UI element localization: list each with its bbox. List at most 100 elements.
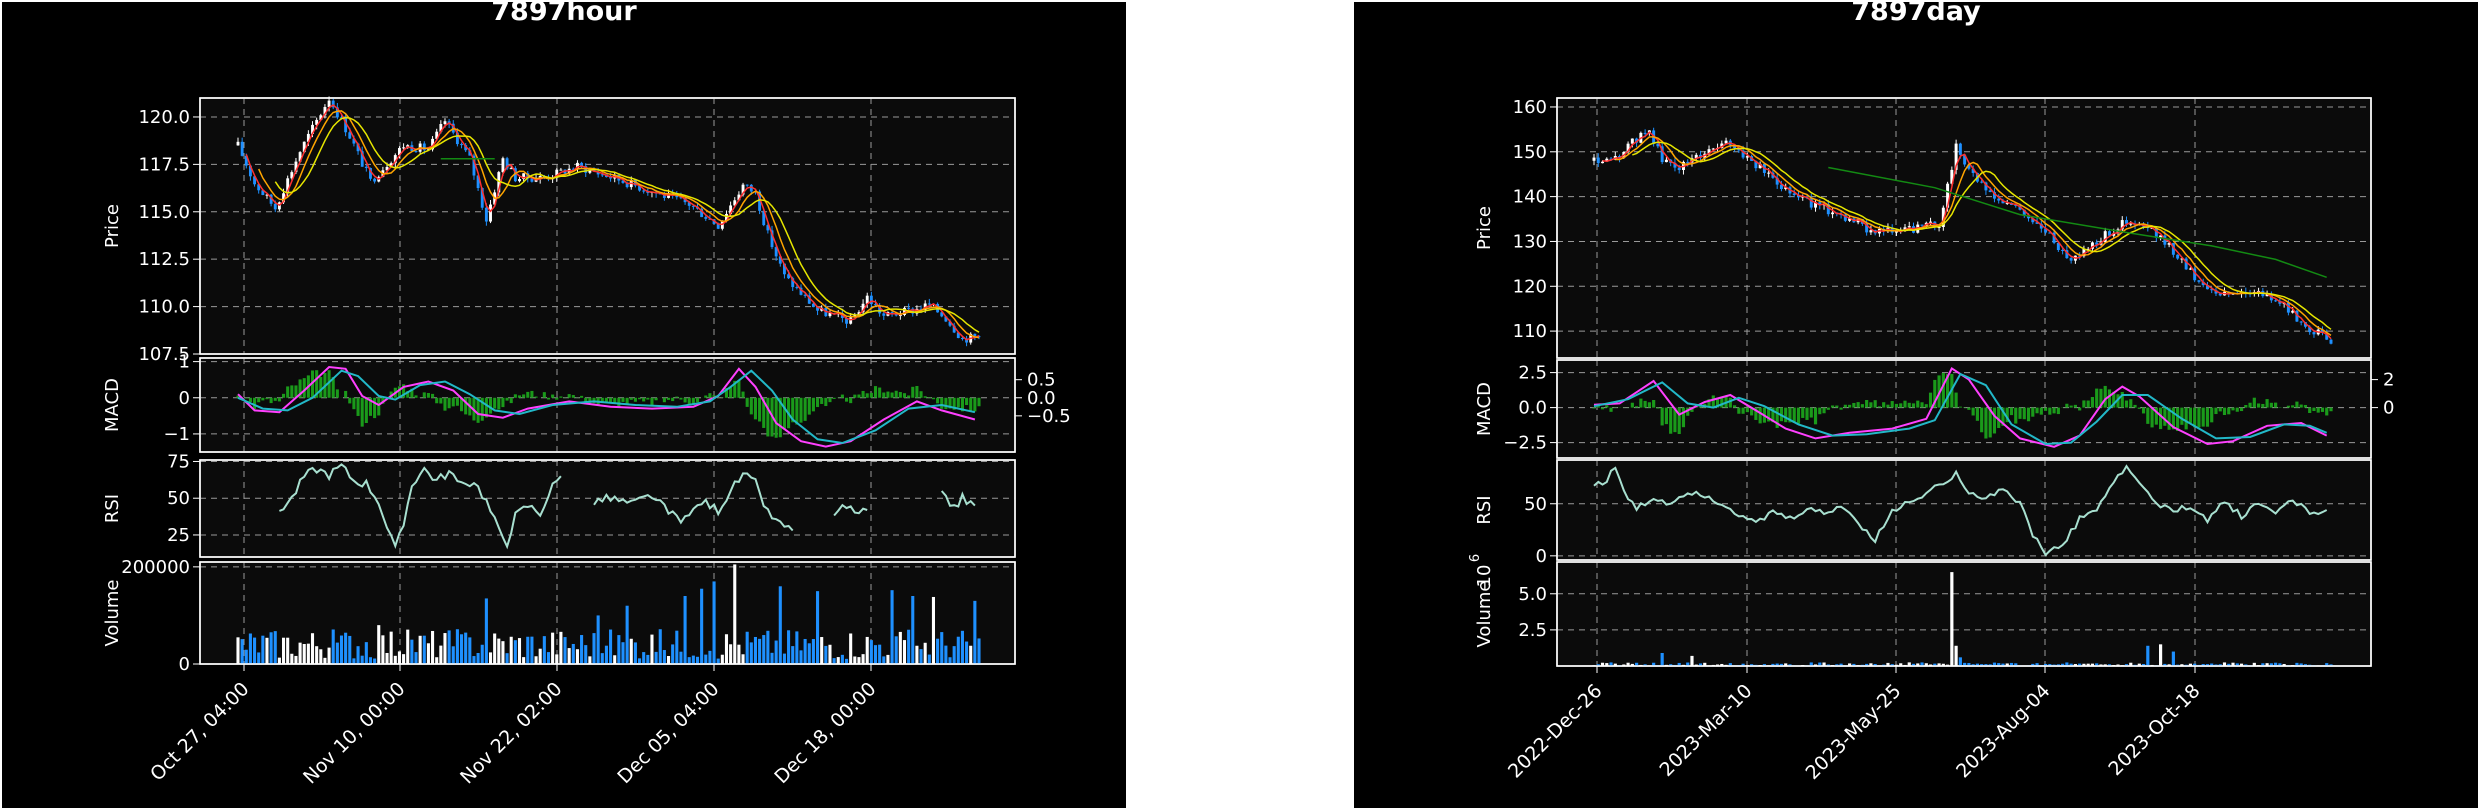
- candle-body: [2095, 242, 2099, 245]
- volume-bar: [2005, 663, 2009, 666]
- macd-histogram-bar: [1728, 397, 1732, 408]
- macd-histogram-bar: [902, 393, 907, 398]
- candle-body: [331, 100, 335, 108]
- macd-histogram-bar: [1958, 406, 1962, 408]
- hourly-chart: Oct 27, 04:00 Nov 10, 00:00 Nov 22, 02:00 D…: [102, 96, 1071, 788]
- volume-bar: [2231, 662, 2235, 666]
- volume-bar: [2171, 651, 2175, 666]
- volume-bar: [2278, 663, 2282, 666]
- volume-bar: [787, 630, 791, 664]
- candle-body: [1741, 150, 1745, 158]
- macd-histogram-bar: [1809, 407, 1813, 418]
- macd-histogram-bar: [704, 395, 708, 398]
- panel-frame: [199, 357, 1016, 453]
- candle-body: [2031, 218, 2035, 223]
- macd-histogram-bar: [853, 394, 857, 398]
- y-axis-label: Price: [1474, 206, 1495, 250]
- macd-histogram-bar: [2252, 397, 2256, 408]
- macd-histogram-bar: [2043, 407, 2048, 411]
- candle-body: [857, 312, 861, 316]
- volume-bar: [625, 605, 629, 664]
- volume-bar: [1937, 663, 1941, 666]
- ma-mid-line: [1615, 136, 2332, 337]
- candle-body: [501, 158, 505, 173]
- candle-body: [1630, 138, 1634, 144]
- volume-bar: [290, 653, 294, 664]
- volume-bar: [609, 629, 613, 664]
- volume-bar: [315, 646, 319, 664]
- candle-body: [596, 171, 600, 175]
- macd-histogram-bar: [633, 397, 637, 402]
- candle-body: [2167, 243, 2171, 245]
- macd-histogram-bar: [2256, 403, 2261, 408]
- macd-histogram-bar: [1941, 372, 1945, 408]
- x-tick-label: Nov 22, 02:00: [456, 678, 566, 788]
- macd-histogram-bar: [919, 391, 923, 398]
- macd-histogram-bar: [1924, 404, 1928, 408]
- volume-bar: [377, 625, 381, 664]
- y-axis-label: Volume: [102, 580, 123, 647]
- macd-signal-line: [1593, 372, 2328, 446]
- macd-histogram-bar: [2171, 407, 2175, 430]
- candle-body: [849, 317, 853, 324]
- candle-body: [749, 184, 753, 192]
- candle-body: [464, 145, 468, 151]
- macd-histogram-bar: [1830, 405, 1835, 408]
- ma-long-line: [1632, 141, 2332, 330]
- macd-histogram-bar: [1732, 405, 1737, 408]
- candle-body: [253, 176, 256, 185]
- macd-histogram-bar: [1877, 406, 1882, 408]
- candle-body: [248, 165, 252, 177]
- macd-histogram-bar: [1886, 404, 1890, 408]
- candle-body: [845, 317, 848, 324]
- volume-bar: [422, 635, 426, 664]
- candle-body: [1601, 161, 1605, 164]
- candle-body: [335, 107, 339, 118]
- candle-body: [2308, 326, 2312, 333]
- x-tick-label: 2023-Mar-10: [1656, 680, 1757, 781]
- macd-histogram-bar: [878, 387, 882, 398]
- macd-histogram-bar: [654, 397, 658, 401]
- volume-bar: [418, 635, 422, 664]
- volume-bar: [1869, 663, 1873, 666]
- candle-body: [927, 303, 931, 305]
- candle-body: [505, 158, 509, 169]
- candle-body: [319, 115, 323, 120]
- macd-histogram-bar: [1605, 405, 1609, 408]
- macd-histogram-bar: [1745, 407, 1749, 413]
- candle-body: [1814, 202, 1818, 208]
- candle-body: [480, 188, 484, 208]
- macd-histogram-bar: [1754, 407, 1758, 420]
- volume-bar: [861, 654, 865, 664]
- macd-histogram-bar: [687, 397, 691, 405]
- rsi-line: [1593, 464, 2328, 557]
- candle-body: [2286, 302, 2290, 313]
- volume-bar: [459, 634, 464, 664]
- macd-histogram-bar: [1907, 402, 1911, 408]
- macd-histogram-bar: [2167, 407, 2171, 430]
- volume-bar: [1971, 664, 1975, 666]
- candle-body: [261, 190, 265, 196]
- macd-histogram-bar: [2269, 402, 2273, 408]
- volume-bar: [836, 657, 840, 664]
- candle-body: [1907, 226, 1911, 228]
- volume-bar: [1596, 664, 1600, 666]
- macd-histogram-bar: [2073, 404, 2077, 408]
- volume-bar: [2141, 664, 2146, 666]
- macd-histogram-bar: [778, 397, 782, 438]
- macd-histogram-bar: [861, 390, 865, 398]
- candle-body: [716, 223, 720, 229]
- volume-bar: [919, 649, 923, 664]
- macd-histogram-bar: [2069, 405, 2073, 408]
- ma-long-line: [274, 116, 980, 333]
- candle-body: [1733, 144, 1737, 149]
- volume-bar: [2043, 663, 2048, 666]
- macd-histogram-bar: [517, 395, 522, 398]
- volume-bar: [878, 644, 882, 664]
- candle-body: [2274, 300, 2278, 302]
- volume-bar: [1698, 663, 1703, 666]
- volume-bar: [447, 630, 451, 664]
- macd-histogram-bar: [977, 397, 981, 407]
- candle-body: [290, 172, 294, 179]
- volume-bar: [782, 653, 786, 664]
